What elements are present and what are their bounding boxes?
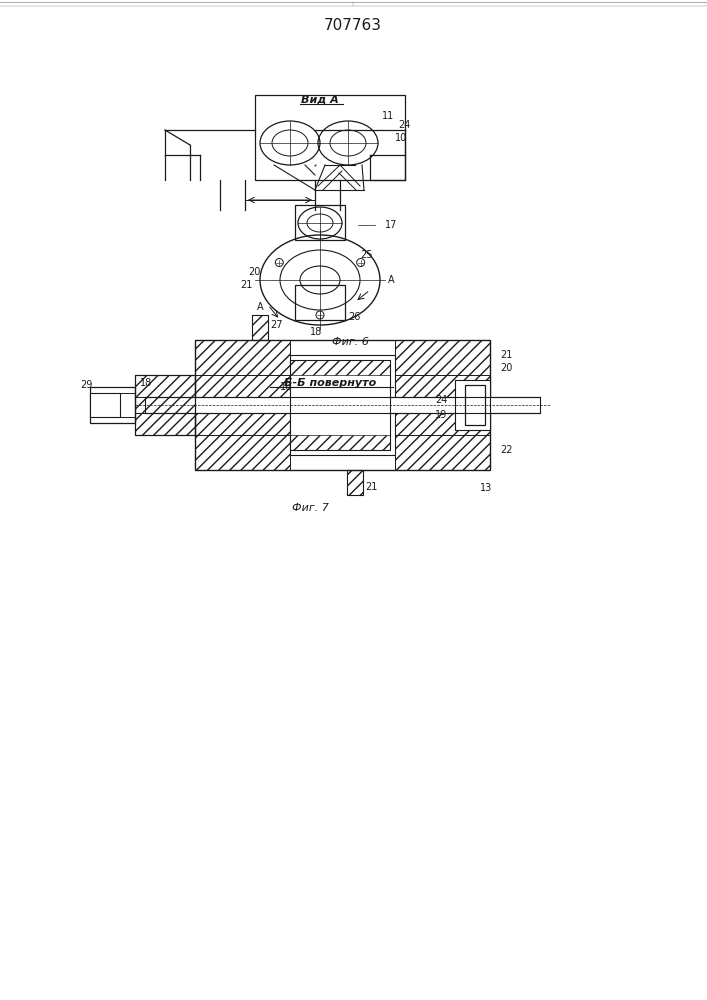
Text: 24: 24: [398, 120, 410, 130]
Text: 24: 24: [435, 395, 448, 405]
Text: 18: 18: [310, 327, 322, 337]
Bar: [290, 360, 390, 375]
Bar: [395, 340, 490, 470]
Bar: [295, 285, 345, 320]
Text: Б-Б повернуто: Б-Б повернуто: [284, 378, 376, 388]
Text: 27: 27: [270, 320, 283, 330]
Text: 25: 25: [360, 250, 373, 260]
Bar: [195, 340, 290, 470]
Text: А: А: [257, 302, 264, 312]
Bar: [145, 397, 540, 413]
Bar: [252, 315, 268, 340]
Text: 21: 21: [240, 280, 252, 290]
Bar: [135, 375, 195, 435]
Bar: [290, 435, 390, 450]
Bar: [347, 470, 363, 495]
Text: 20: 20: [500, 363, 513, 373]
Bar: [135, 375, 195, 435]
Bar: [90, 387, 135, 423]
Text: 20: 20: [248, 267, 260, 277]
Text: 11: 11: [382, 111, 395, 121]
Text: 21: 21: [365, 482, 378, 492]
Text: 22: 22: [500, 445, 513, 455]
Text: 19: 19: [435, 410, 448, 420]
Text: 18: 18: [140, 378, 152, 388]
Text: 707763: 707763: [324, 17, 382, 32]
Bar: [465, 385, 485, 425]
Text: Вид А: Вид А: [301, 95, 339, 105]
Text: 21: 21: [500, 350, 513, 360]
Bar: [455, 380, 490, 430]
Text: Фиг. 7: Фиг. 7: [291, 503, 329, 513]
Bar: [347, 470, 363, 495]
Bar: [290, 355, 395, 455]
Bar: [90, 393, 120, 417]
Text: 29: 29: [80, 380, 93, 390]
Bar: [290, 360, 390, 450]
Text: Фиг. 6: Фиг. 6: [332, 337, 368, 347]
Text: 10: 10: [395, 133, 407, 143]
Text: 26: 26: [348, 312, 361, 322]
Text: 16: 16: [280, 382, 292, 392]
Text: 13: 13: [480, 483, 492, 493]
Text: 17: 17: [385, 220, 397, 230]
Bar: [195, 340, 490, 470]
Bar: [295, 205, 345, 240]
Text: А: А: [388, 275, 395, 285]
Bar: [255, 95, 405, 180]
Bar: [252, 315, 268, 340]
